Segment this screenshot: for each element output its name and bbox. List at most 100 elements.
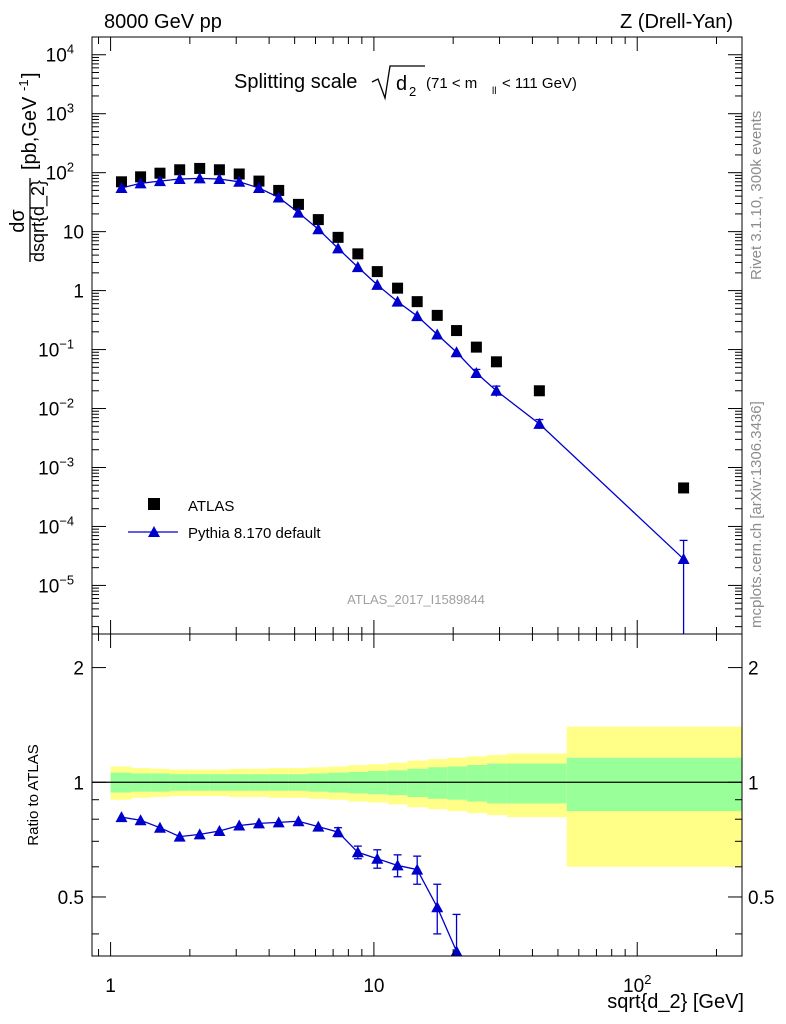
ratio-point bbox=[371, 852, 384, 864]
atlas-point bbox=[135, 171, 147, 183]
pythia-point bbox=[292, 206, 305, 218]
y-tick-label: 104 bbox=[46, 42, 74, 67]
atlas-point bbox=[273, 184, 285, 196]
main-panel-frame bbox=[91, 36, 743, 635]
ratio-y-tick-label-right: 2 bbox=[748, 659, 759, 680]
pythia-point bbox=[213, 173, 226, 185]
y-tick-label: 10−5 bbox=[38, 572, 74, 597]
atlas-point bbox=[194, 162, 206, 174]
ratio-point bbox=[153, 821, 166, 833]
ratio-point bbox=[411, 863, 424, 875]
pythia-point bbox=[115, 181, 128, 193]
xlabel: sqrt{d_2} [GeV] bbox=[607, 991, 744, 1013]
band-inner bbox=[506, 763, 567, 804]
pythia-point bbox=[153, 175, 166, 187]
ratio-point bbox=[431, 901, 444, 913]
analysis-watermark: ATLAS_2017_I1589844 bbox=[347, 592, 485, 607]
atlas-point bbox=[213, 164, 225, 176]
pythia-point bbox=[193, 172, 206, 184]
axis-tick-labels: 1 10 10210−510−410−310−210−11101021031040.… bbox=[38, 42, 774, 997]
legend-atlas-marker bbox=[148, 498, 160, 510]
rivet-label: Rivet 3.1.10, 300k events bbox=[748, 111, 765, 280]
pythia-point bbox=[411, 310, 424, 322]
y-tick-label: 1 bbox=[73, 282, 84, 303]
atlas-point bbox=[253, 175, 265, 187]
atlas-point bbox=[332, 231, 344, 243]
pythia-point bbox=[677, 553, 690, 565]
pythia-point bbox=[450, 346, 463, 358]
ratio-point bbox=[115, 811, 128, 823]
pythia-point bbox=[252, 181, 265, 193]
y-tick-label: 10−4 bbox=[38, 513, 74, 538]
pythia-point bbox=[134, 177, 147, 189]
ratio-point bbox=[213, 824, 226, 836]
header-right: Z (Drell-Yan) bbox=[620, 11, 733, 33]
y-tick-label: 103 bbox=[46, 101, 74, 126]
atlas-point bbox=[431, 309, 443, 321]
ratio-panel-frame bbox=[91, 633, 743, 957]
band-inner bbox=[447, 766, 468, 800]
atlas-point bbox=[451, 325, 463, 337]
axis-ticks bbox=[92, 36, 742, 956]
header-left: 8000 GeV pp bbox=[104, 11, 222, 33]
ratio-point bbox=[193, 828, 206, 840]
atlas-point bbox=[154, 167, 166, 179]
pythia-point bbox=[470, 367, 483, 379]
ratio-y-tick-label: 0.5 bbox=[58, 888, 84, 909]
band-inner bbox=[467, 765, 488, 802]
atlas-point bbox=[115, 176, 127, 188]
y-tick-label: 10−1 bbox=[38, 337, 74, 362]
pythia-point bbox=[391, 295, 404, 307]
ratio-uncertainty-bands bbox=[110, 726, 742, 867]
mcplots-label: mcplots.cern.ch [arXiv:1306.3436] bbox=[748, 401, 765, 628]
band-inner bbox=[487, 763, 507, 804]
pythia-point bbox=[431, 328, 444, 340]
ylabel-units-a: [pb,GeV bbox=[19, 96, 41, 170]
legend-atlas-label: ATLAS bbox=[188, 498, 234, 515]
atlas-point bbox=[533, 385, 545, 397]
ratio-point bbox=[173, 830, 186, 842]
atlas-point bbox=[312, 214, 324, 226]
atlas-point bbox=[411, 296, 423, 308]
band-inner bbox=[566, 757, 742, 812]
legend: ATLAS Pythia 8.170 default bbox=[128, 498, 321, 542]
atlas-point bbox=[392, 282, 404, 294]
pythia-point bbox=[533, 417, 546, 429]
ratio-point bbox=[351, 846, 364, 858]
pythia-point bbox=[490, 384, 503, 396]
atlas-point bbox=[233, 168, 245, 180]
ylabel-main: dσ dsqrt{d_2} [pb,GeV -1 ] bbox=[7, 72, 49, 262]
ratio-y-tick-label-right: 1 bbox=[748, 773, 759, 794]
atlas-point bbox=[352, 248, 364, 260]
atlas-point bbox=[371, 266, 383, 278]
atlas-point bbox=[490, 356, 502, 368]
y-tick-label: 10−2 bbox=[38, 396, 74, 421]
ratio-point bbox=[332, 826, 345, 838]
title-range-a: (71 < m bbox=[426, 75, 477, 92]
ratio-point bbox=[233, 819, 246, 831]
pythia-point bbox=[371, 278, 384, 290]
atlas-point bbox=[174, 164, 186, 176]
ylabel-denominator: dsqrt{d_2} bbox=[28, 180, 49, 262]
sqrt-sign bbox=[371, 65, 425, 101]
pythia-point bbox=[312, 223, 325, 235]
ratio-point bbox=[391, 859, 404, 871]
title-d: d bbox=[396, 73, 407, 95]
legend-pythia-label: Pythia 8.170 default bbox=[188, 525, 321, 542]
title-range-sub: ll bbox=[492, 86, 496, 97]
atlas-point bbox=[678, 482, 690, 494]
title-range-b: < 111 GeV) bbox=[502, 75, 577, 92]
ratio-line bbox=[121, 816, 458, 952]
main-title: Splitting scale d 2 (71 < m ll < 111 GeV… bbox=[234, 65, 577, 101]
ratio-point bbox=[272, 816, 285, 828]
title-prefix: Splitting scale bbox=[234, 71, 357, 93]
x-tick-label: 1 bbox=[105, 976, 116, 997]
ylabel-numerator: dσ bbox=[7, 209, 29, 233]
ylabel-units-exp: -1 bbox=[16, 79, 31, 91]
y-tick-label: 102 bbox=[46, 160, 74, 185]
ratio-y-tick-label: 1 bbox=[73, 773, 84, 794]
ratio-y-tick-label: 2 bbox=[73, 659, 84, 680]
y-tick-label: 10−3 bbox=[38, 454, 74, 479]
y-tick-label: 10 bbox=[63, 223, 84, 244]
